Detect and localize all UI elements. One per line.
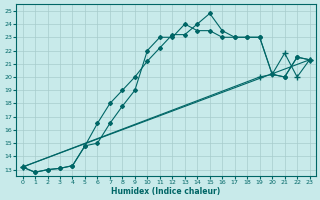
X-axis label: Humidex (Indice chaleur): Humidex (Indice chaleur) — [111, 187, 221, 196]
